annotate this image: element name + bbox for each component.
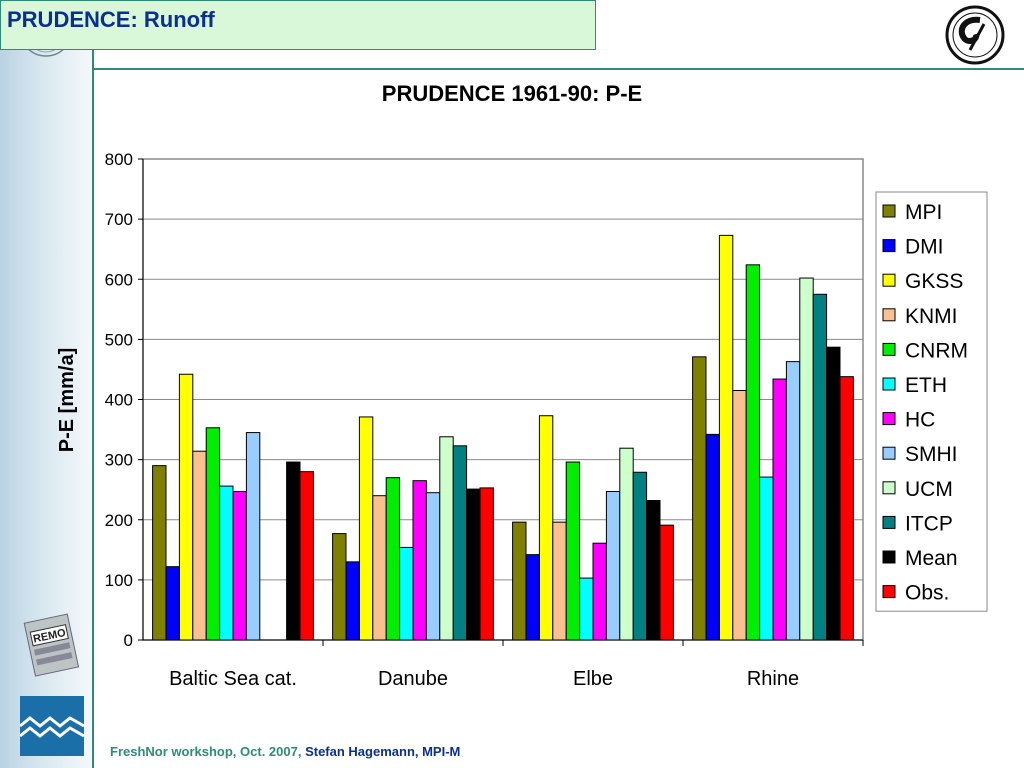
- slide-title-box: PRUDENCE: Runoff: [0, 0, 596, 50]
- legend-label: ETH: [905, 374, 947, 397]
- legend-label: HC: [905, 409, 935, 432]
- chart-title: PRUDENCE 1961-90: P-E: [382, 81, 642, 106]
- footer-author: Stefan Hagemann, MPI-M: [305, 744, 461, 759]
- bar-mean: [646, 500, 661, 641]
- header-divider: [92, 68, 1024, 70]
- x-tick-label: Danube: [378, 668, 448, 690]
- bar-hc: [772, 378, 787, 641]
- bar-itcp: [452, 445, 468, 641]
- bar-itcp: [812, 293, 828, 641]
- bar-gkss: [718, 234, 734, 641]
- bar-ucm: [619, 447, 634, 641]
- legend-swatch: [882, 481, 896, 495]
- remo-model-logo-icon: REMO: [23, 613, 80, 677]
- legend-label: Mean: [905, 547, 958, 570]
- bar-obs: [299, 471, 314, 641]
- legend-swatch: [882, 515, 896, 529]
- legend-label: ITCP: [905, 512, 953, 535]
- bar-dmi: [345, 561, 360, 641]
- legend-label: UCM: [905, 478, 953, 501]
- bar-mean: [466, 488, 481, 641]
- bar-dmi: [525, 554, 540, 641]
- bar-gkss: [178, 373, 194, 641]
- bar-hc: [592, 542, 607, 641]
- legend-label: SMHI: [905, 443, 958, 466]
- bar-dmi: [705, 433, 720, 641]
- legend-label: MPI: [905, 201, 942, 224]
- legend-swatch: [882, 239, 896, 253]
- legend-swatch: [882, 377, 896, 391]
- x-tick-label: Elbe: [573, 668, 613, 690]
- slide-footer: FreshNor workshop, Oct. 2007, Stefan Hag…: [110, 744, 460, 759]
- bar-smhi: [245, 432, 261, 641]
- y-tick-label: 300: [105, 451, 133, 470]
- bar-mpi: [152, 465, 167, 641]
- bar-mpi: [692, 356, 707, 641]
- x-tick-label: Rhine: [747, 668, 799, 690]
- bar-cnrm: [565, 461, 581, 641]
- bar-eth: [579, 577, 594, 641]
- bar-mpi: [332, 533, 347, 641]
- bar-eth: [399, 546, 414, 641]
- bar-ucm: [799, 277, 814, 641]
- bar-gkss: [538, 415, 554, 641]
- x-tick-label: Baltic Sea cat.: [169, 668, 297, 690]
- legend-label: CNRM: [905, 339, 968, 362]
- zmaw-logo-icon: [20, 696, 84, 756]
- legend-swatch: [882, 412, 896, 426]
- bar-itcp: [632, 471, 648, 641]
- bar-eth: [759, 476, 774, 641]
- y-tick-label: 100: [105, 571, 133, 590]
- bar-dmi: [165, 566, 180, 641]
- bar-obs: [839, 376, 854, 641]
- y-tick-label: 500: [105, 330, 133, 349]
- legend-label: Obs.: [905, 582, 949, 605]
- slide-title: PRUDENCE: Runoff: [7, 7, 215, 32]
- bar-smhi: [605, 490, 621, 641]
- bar-hc: [232, 490, 247, 641]
- bar-knmi: [192, 450, 207, 641]
- y-axis-label: P-E [mm/a]: [56, 348, 78, 452]
- y-tick-label: 0: [124, 631, 133, 650]
- bar-knmi: [732, 389, 747, 641]
- bar-mpi: [512, 521, 527, 641]
- bar-knmi: [372, 495, 387, 641]
- bar-cnrm: [745, 264, 761, 641]
- bar-smhi: [425, 492, 441, 641]
- bar-gkss: [358, 416, 374, 641]
- bar-smhi: [785, 361, 801, 641]
- bar-knmi: [552, 521, 567, 641]
- bar-ucm: [439, 436, 454, 641]
- bar-hc: [412, 480, 427, 641]
- y-tick-label: 400: [105, 391, 133, 410]
- bar-cnrm: [385, 477, 401, 641]
- legend-label: DMI: [905, 236, 944, 259]
- y-tick-label: 600: [105, 270, 133, 289]
- bar-eth: [219, 485, 234, 641]
- y-tick-label: 800: [105, 150, 133, 169]
- legend-swatch: [882, 342, 896, 356]
- y-tick-label: 700: [105, 210, 133, 229]
- bar-obs: [479, 487, 494, 641]
- legend-swatch: [882, 204, 896, 218]
- legend-label: GKSS: [905, 270, 963, 293]
- institute-logo-icon: [945, 5, 1005, 65]
- legend-swatch: [882, 308, 896, 322]
- bar-obs: [659, 524, 674, 641]
- legend-swatch: [882, 273, 896, 287]
- bar-mean: [286, 461, 301, 641]
- footer-event: FreshNor workshop, Oct. 2007,: [110, 744, 302, 759]
- legend-swatch: [882, 550, 896, 564]
- y-tick-label: 200: [105, 511, 133, 530]
- legend-box: [875, 191, 988, 612]
- legend-swatch: [882, 446, 896, 460]
- legend-label: KNMI: [905, 305, 958, 328]
- bar-cnrm: [205, 427, 221, 641]
- bar-mean: [826, 346, 841, 641]
- legend-swatch: [882, 585, 896, 599]
- sidebar-divider: [92, 0, 94, 768]
